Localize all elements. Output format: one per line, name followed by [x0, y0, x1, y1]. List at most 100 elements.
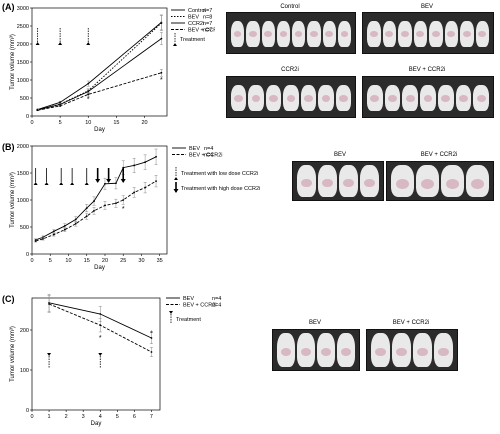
tumor-image — [416, 31, 425, 38]
tumor-image — [417, 348, 428, 357]
x-tick-label: 20 — [102, 258, 108, 264]
y-tick-label: 500 — [20, 96, 29, 102]
panel-b-label: (B) — [2, 142, 15, 152]
y-tick-label: 100 — [20, 368, 29, 374]
tumor-image — [269, 95, 278, 102]
legend-treatment-label: Treatment — [180, 37, 205, 43]
tumor-image — [343, 179, 354, 188]
tumor-image — [396, 348, 407, 357]
data-point — [155, 155, 157, 158]
data-point — [122, 199, 125, 201]
tumor-image — [301, 348, 311, 356]
x-tick-label: 15 — [113, 120, 119, 126]
y-tick-label: 0 — [26, 252, 29, 258]
tumor-image — [476, 95, 486, 103]
photo-bev-ccr2i — [362, 76, 494, 118]
tumor-image — [338, 95, 348, 102]
data-point — [74, 222, 77, 225]
tumor-image — [233, 31, 242, 38]
high-dose-arrow-head — [106, 179, 112, 183]
plot-frame — [31, 145, 168, 255]
photo-control: Control — [226, 12, 356, 54]
tumor-image — [421, 179, 434, 190]
photo-ccr2i — [226, 76, 356, 118]
data-point — [63, 228, 66, 231]
data-point — [133, 191, 136, 194]
plot-frame — [31, 297, 161, 411]
photo-caption-b-bev-ccr2i: BEV + CCR2i — [420, 152, 458, 158]
tumor-image — [321, 348, 331, 356]
y-tick-label: 0 — [26, 408, 29, 414]
photo-b-bev — [292, 161, 384, 201]
tumor-image — [294, 31, 303, 38]
tumor-image — [310, 31, 318, 38]
data-point — [85, 215, 88, 218]
low-dose-arrow-head — [84, 182, 89, 185]
photo-c-bev — [272, 329, 360, 371]
treatment-arrow-head — [47, 353, 52, 356]
panel-c: (C) 0 1 2 3 4 5 6 7 0 100 200 Day Tumor volume (mm³)… — [0, 290, 500, 434]
legend-n: n=7 — [203, 8, 212, 14]
data-point — [133, 164, 136, 167]
tumor-image — [459, 95, 468, 103]
tumor-image — [340, 31, 349, 38]
tumor-image — [281, 348, 291, 356]
photo-caption-c-bev-ccr2i: BEV + CCR2i — [392, 320, 430, 326]
significance-asterisk: * — [122, 206, 125, 213]
tumor-image — [264, 31, 272, 38]
high-dose-arrow-head — [120, 179, 126, 183]
y-tick-label: 200 — [20, 328, 29, 334]
legend-label: BEV + CCR2i — [183, 303, 216, 309]
x-tick-label: 0 — [30, 258, 33, 264]
data-point — [93, 200, 95, 202]
x-axis-label: Day — [91, 421, 102, 427]
series-line-0 — [37, 22, 162, 110]
y-tick-label: 1500 — [17, 60, 29, 66]
significance-asterisk: * — [99, 335, 102, 342]
photo-caption-b-bev: BEV — [333, 152, 346, 158]
tumor-image — [400, 31, 409, 38]
legend-high-dose-arrow-head — [173, 189, 179, 193]
tumor-image — [462, 31, 471, 38]
y-tick-label: 2000 — [17, 42, 29, 48]
y-axis-label: Tumor volume (mm³) — [10, 172, 16, 228]
x-tick-label: 6 — [133, 414, 136, 420]
tumor-image — [431, 31, 440, 38]
x-tick-label: 15 — [84, 258, 90, 264]
tumor-image — [321, 95, 331, 102]
legend-label: BEV + CCR2i — [189, 153, 222, 159]
high-dose-arrow-head — [95, 179, 101, 183]
y-tick-label: 1000 — [17, 78, 29, 84]
panel-b: (B) 0 5 10 15 20 25 30 35 0 500 1000 1500 2000 Day Tum… — [0, 140, 500, 290]
low-dose-arrow-head — [59, 182, 64, 185]
y-tick-label: 2000 — [17, 144, 29, 150]
y-axis-label: Tumor volume (mm³) — [10, 34, 16, 90]
x-tick-label: 25 — [120, 258, 126, 264]
data-point — [104, 204, 106, 207]
tumor-image — [478, 31, 487, 38]
x-tick-label: 7 — [150, 414, 153, 420]
tumor-image — [304, 95, 313, 102]
x-tick-label: 1 — [48, 414, 51, 420]
x-tick-label: 4 — [99, 414, 102, 420]
x-tick-label: 5 — [116, 414, 119, 420]
tumor-image — [375, 348, 386, 357]
data-point — [99, 324, 102, 327]
x-tick-label: 0 — [30, 414, 33, 420]
panel-a-label: (A) — [2, 2, 15, 12]
data-point — [93, 209, 95, 212]
tumor-image — [396, 179, 409, 190]
tumor-image — [385, 31, 394, 38]
significance-asterisk: * — [150, 331, 153, 338]
legend-n: n=8 — [203, 15, 212, 21]
tumor-image — [234, 95, 244, 102]
legend-n: n=7 — [203, 21, 212, 27]
y-tick-label: 2500 — [17, 24, 29, 30]
legend-treatment-arrow-head — [169, 311, 173, 314]
data-point — [115, 182, 117, 185]
legend-label: Control — [188, 8, 206, 14]
data-point — [63, 225, 66, 227]
legend-label: BEV — [189, 146, 200, 152]
x-axis-label: Day — [94, 265, 105, 271]
legend-treatment-label: Treatment — [176, 317, 201, 323]
